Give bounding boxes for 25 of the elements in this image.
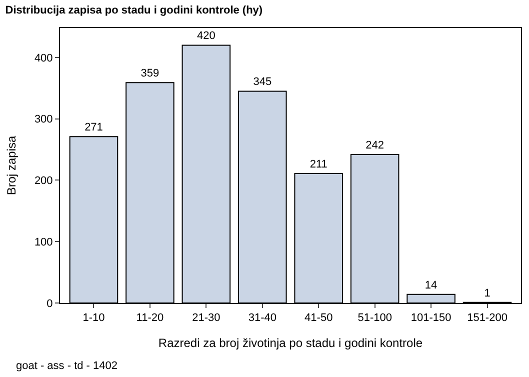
data-label: 345	[253, 76, 272, 88]
data-label: 359	[140, 68, 160, 80]
y-tick-label: 0	[46, 298, 53, 310]
data-label: 1	[484, 287, 490, 300]
x-tick-label: 51-100	[358, 312, 392, 324]
y-axis-title: Broj zapisa	[4, 136, 19, 196]
x-tick-label: 41-50	[304, 312, 333, 324]
data-label: 271	[84, 122, 103, 134]
x-tick-label: 1-10	[82, 312, 105, 324]
x-axis-title: Razredi za broj životinja po stadu i godini kontrole	[158, 336, 423, 350]
data-label: 242	[366, 139, 384, 152]
text: goat - ass - td - 1402	[16, 360, 118, 372]
x-tick-label: 11-20	[136, 312, 164, 324]
data-label: 211	[310, 158, 328, 170]
y-tick-label: 300	[34, 114, 53, 126]
chart-title: Distribucija zapisa po stadu i godini kontrole (hy)	[5, 4, 263, 16]
y-tick-label: 200	[34, 175, 53, 188]
x-tick-label: 151-200	[467, 312, 508, 324]
x-tick-label: 21-30	[192, 312, 220, 324]
x-tick-label: 101-150	[410, 312, 452, 324]
data-label: 14	[424, 279, 438, 292]
y-tick-label: 100	[34, 236, 53, 248]
x-tick-label: 31-40	[248, 312, 276, 324]
y-tick-label: 400	[34, 52, 53, 64]
data-label: 420	[196, 30, 216, 42]
